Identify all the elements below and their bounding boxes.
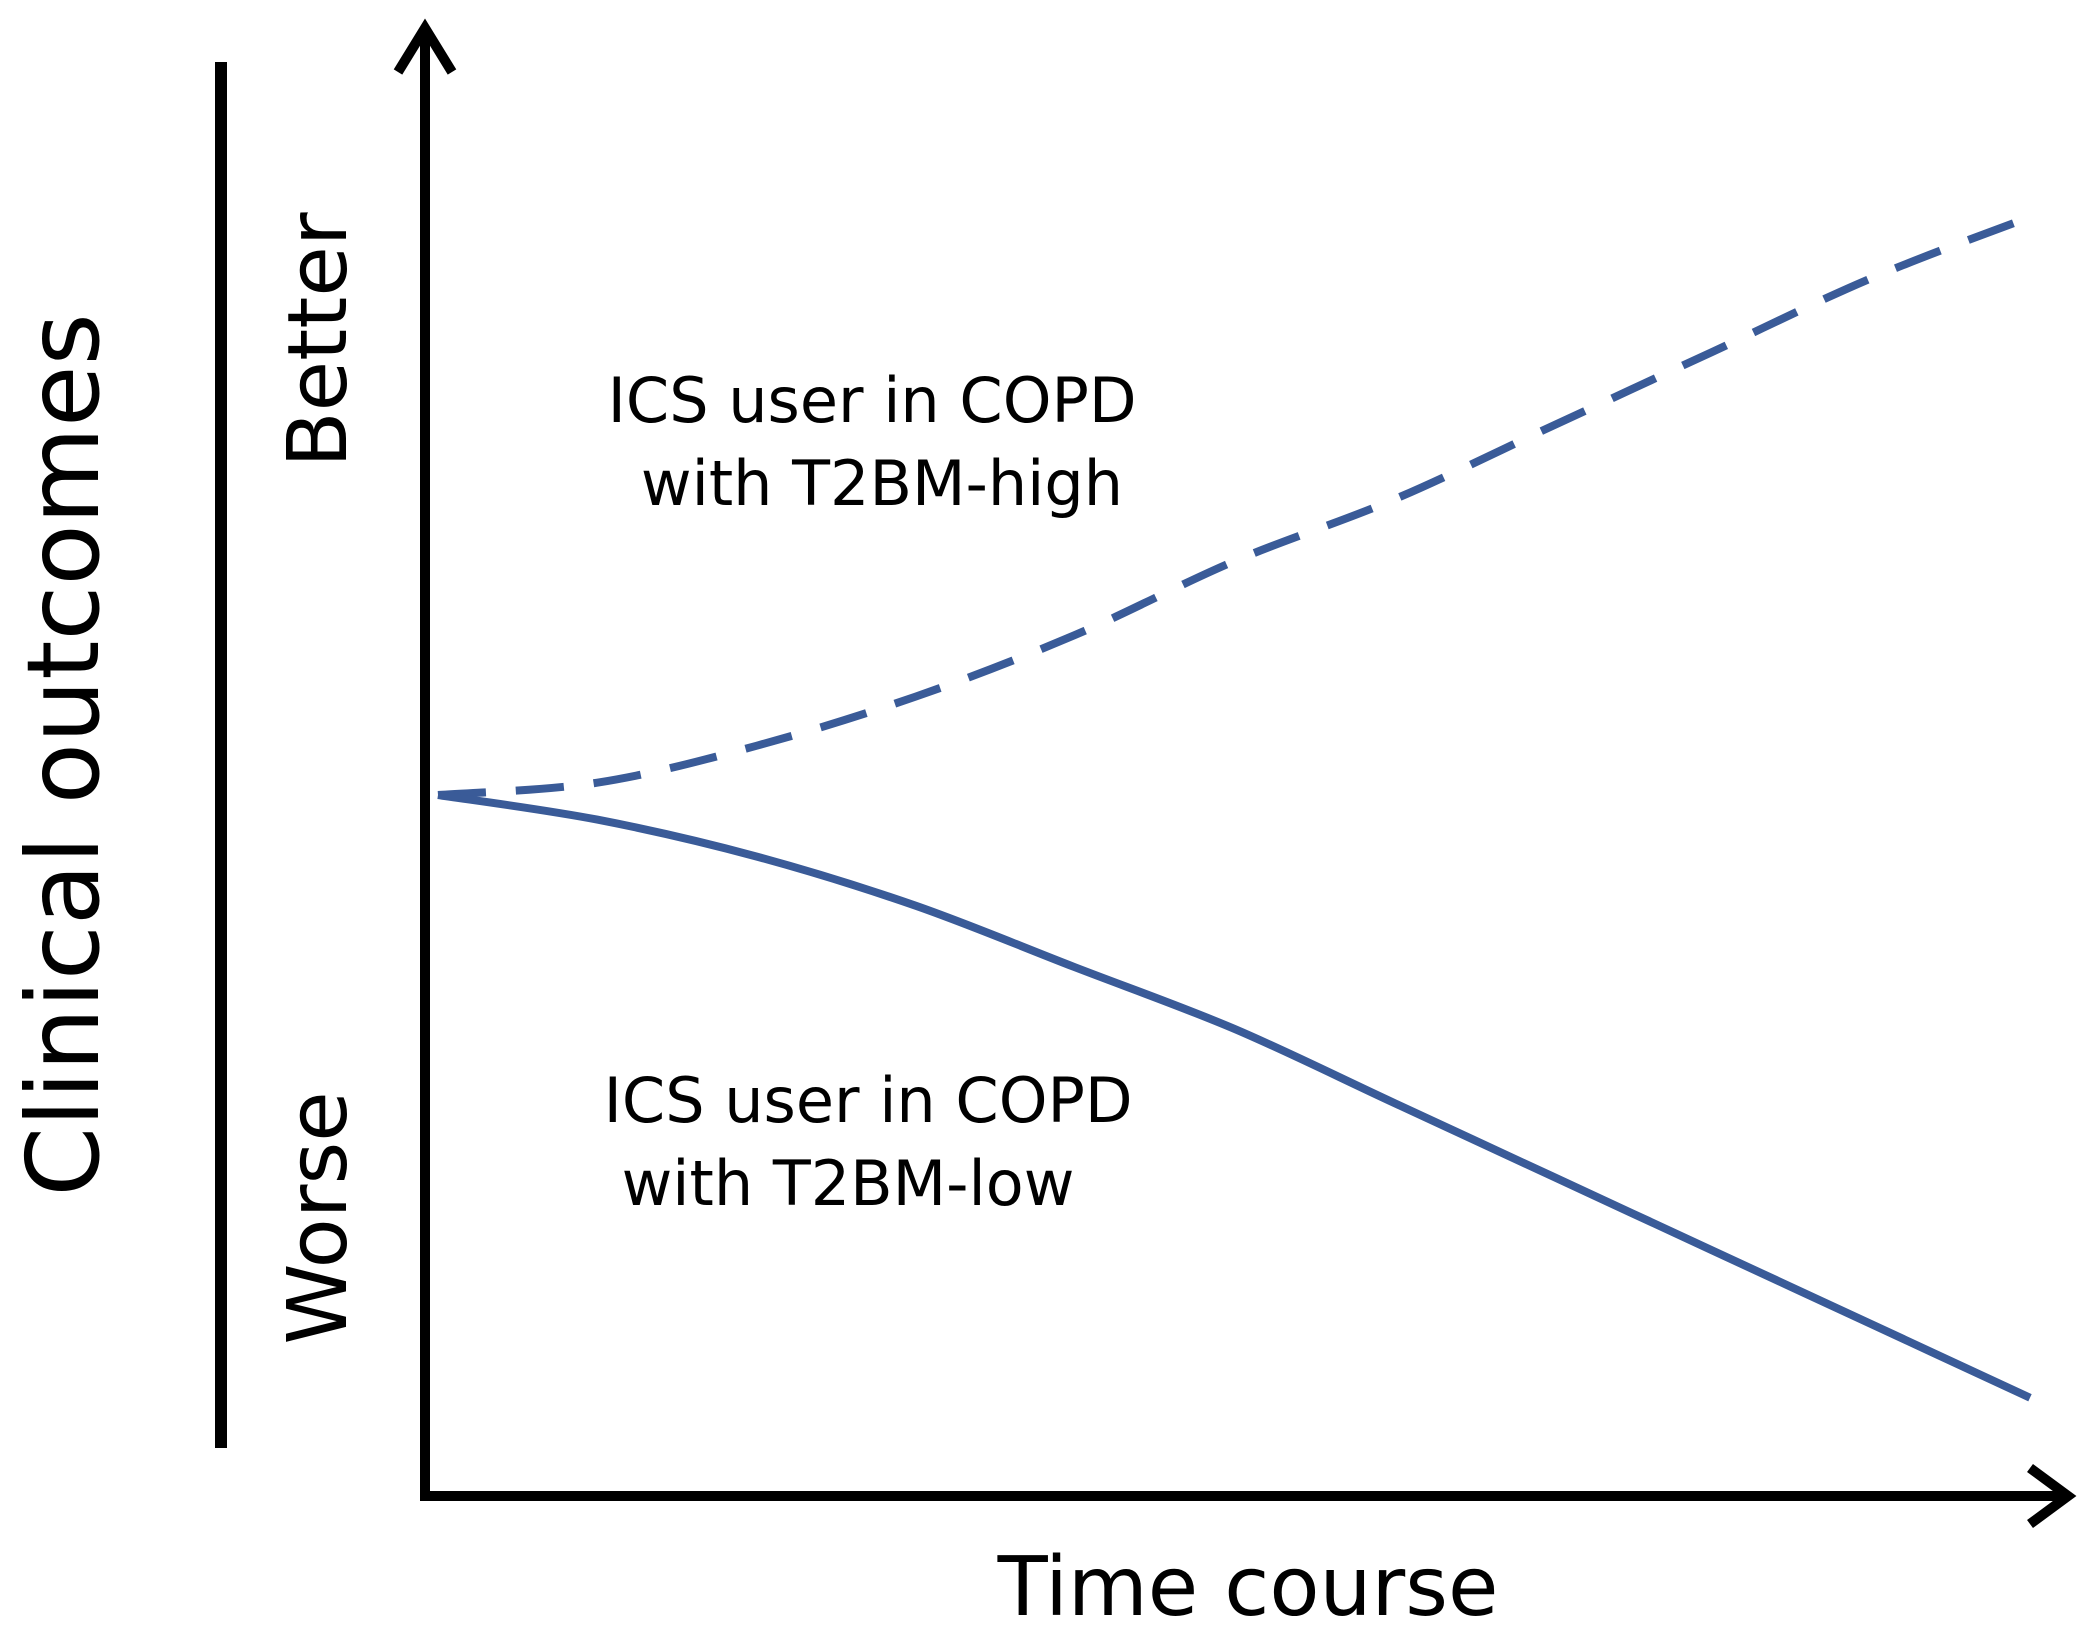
series-label-high: ICS user in COPD with T2BM-high — [608, 364, 1157, 520]
worse-label: Worse — [271, 1091, 366, 1344]
series-label-low-line2: with T2BM-low — [622, 1147, 1075, 1220]
x-axis-title: Time course — [997, 1540, 1499, 1635]
series-label-high-line2: with T2BM-high — [641, 447, 1123, 520]
series-label-high-line1: ICS user in COPD — [608, 364, 1137, 437]
series-line-t2bm-low — [437, 791, 2032, 1402]
series-line-t2bm-high — [437, 213, 2032, 799]
x-axis-arrowhead — [2027, 1463, 2077, 1529]
better-label: Better — [271, 212, 366, 467]
series-label-low-line1: ICS user in COPD — [604, 1064, 1133, 1137]
y-axis-arrowhead — [393, 18, 457, 75]
series-label-low: ICS user in COPD with T2BM-low — [604, 1064, 1153, 1220]
y-axis-title: Clinical outcomes — [5, 313, 122, 1196]
